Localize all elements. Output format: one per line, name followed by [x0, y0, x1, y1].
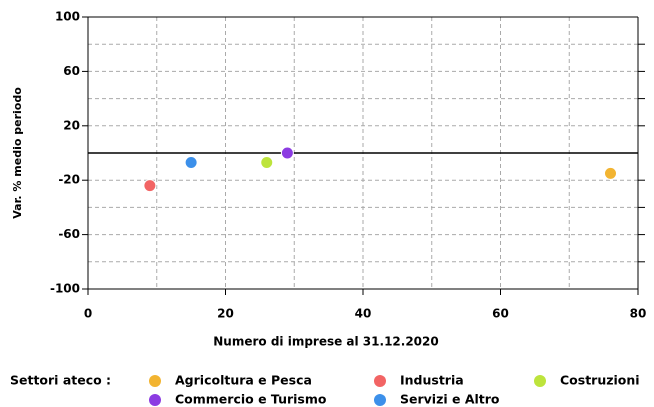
x-tick-label: 60	[492, 307, 509, 321]
x-tick-label: 40	[355, 307, 372, 321]
y-tick-label: -100	[50, 282, 80, 296]
legend-swatch	[149, 375, 161, 387]
y-tick-label: 20	[63, 118, 80, 132]
legend-label: Servizi e Altro	[400, 392, 500, 407]
x-tick-label: 20	[217, 307, 234, 321]
legend-swatch	[534, 375, 546, 387]
legend-swatch	[374, 375, 386, 387]
y-tick-label: -60	[58, 227, 80, 241]
point	[280, 146, 294, 160]
x-tick-label: 0	[84, 307, 92, 321]
y-tick-label: 60	[63, 64, 80, 78]
x-axis-label: Numero di imprese al 31.12.2020	[213, 335, 438, 349]
point	[184, 156, 198, 170]
legend-label: Industria	[400, 373, 464, 388]
legend-label: Costruzioni	[560, 373, 640, 388]
y-axis-label: Var. % medio periodo	[11, 87, 24, 219]
y-tick-label: -20	[58, 173, 80, 187]
y-tick-label: 100	[55, 10, 80, 24]
legend-swatch	[149, 394, 161, 406]
legend-title: Settori ateco :	[10, 373, 111, 388]
point	[143, 179, 157, 193]
point	[604, 166, 617, 180]
x-tick-label: 80	[630, 307, 647, 321]
legend-swatch	[374, 394, 386, 406]
legend-label: Commercio e Turismo	[175, 392, 327, 407]
point	[260, 156, 274, 170]
legend-label: Agricoltura e Pesca	[175, 373, 312, 388]
